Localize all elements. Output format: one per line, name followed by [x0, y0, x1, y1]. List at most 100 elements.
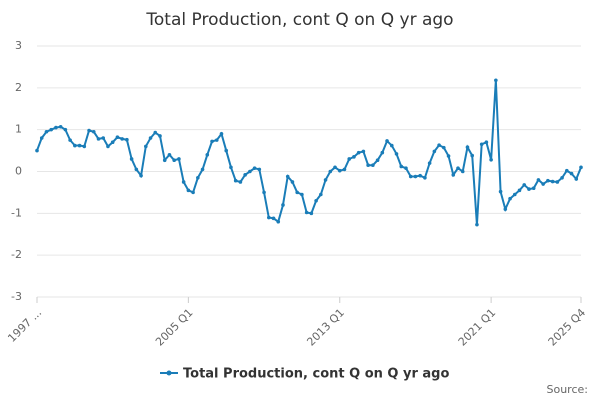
point	[323, 178, 328, 182]
point	[276, 219, 281, 224]
point	[484, 140, 489, 145]
point	[181, 180, 186, 184]
point	[238, 180, 243, 184]
point	[252, 166, 257, 170]
source: Source:	[547, 383, 589, 396]
point	[527, 187, 531, 191]
point	[337, 168, 342, 173]
point	[205, 152, 210, 157]
point	[522, 183, 527, 187]
point	[285, 174, 290, 179]
x-tick-label: 2005 Q1	[153, 306, 196, 349]
point	[54, 125, 58, 130]
point	[479, 142, 484, 147]
point	[503, 207, 508, 211]
point	[304, 210, 309, 215]
point	[460, 169, 465, 174]
point	[442, 145, 446, 150]
y-tick-label: 2	[15, 81, 22, 94]
point	[295, 190, 299, 195]
point	[399, 164, 404, 169]
y-tick-label: -3	[11, 290, 22, 303]
point	[413, 174, 418, 179]
point	[427, 161, 432, 165]
point	[115, 135, 120, 139]
point	[73, 143, 77, 148]
point	[319, 192, 323, 197]
point	[352, 155, 356, 159]
point	[87, 128, 91, 133]
point	[314, 198, 318, 203]
point	[158, 134, 162, 138]
chart-title: Total Production, cont Q on Q yr ago	[145, 10, 453, 30]
point	[531, 186, 536, 191]
point	[266, 215, 271, 220]
point	[35, 148, 39, 153]
point	[248, 169, 252, 174]
point	[120, 137, 124, 141]
point	[446, 154, 451, 158]
point	[404, 166, 408, 170]
point	[385, 139, 389, 143]
point	[110, 140, 115, 145]
point	[77, 143, 82, 148]
point	[68, 138, 72, 142]
point	[172, 158, 176, 163]
point	[106, 144, 110, 149]
point	[91, 129, 96, 134]
point	[148, 136, 153, 140]
point	[129, 157, 134, 161]
point	[63, 127, 68, 132]
point	[101, 136, 106, 140]
point	[196, 175, 200, 180]
point	[328, 169, 333, 174]
x-tick-label: 2013 Q1	[304, 306, 347, 349]
point	[494, 78, 498, 83]
point	[432, 149, 437, 154]
point	[579, 165, 583, 170]
point	[271, 216, 276, 221]
series-line	[36, 80, 582, 225]
point	[394, 152, 399, 156]
y-tick-label: 0	[15, 165, 22, 178]
x-tick-label: 2025 Q4	[546, 306, 589, 349]
point	[423, 175, 427, 180]
point	[219, 132, 224, 136]
point	[82, 144, 87, 149]
point	[153, 130, 158, 135]
point	[144, 144, 148, 149]
point	[257, 167, 262, 172]
point	[555, 180, 560, 184]
point	[508, 196, 512, 201]
point	[134, 167, 139, 172]
point	[347, 157, 352, 161]
point	[536, 178, 541, 182]
point	[371, 163, 375, 168]
point	[44, 129, 49, 134]
point	[517, 188, 522, 193]
y-tick-label: -1	[11, 206, 22, 219]
point	[300, 192, 304, 197]
point	[342, 167, 347, 172]
point	[262, 190, 266, 195]
point	[210, 139, 214, 144]
point	[177, 157, 181, 161]
point	[191, 190, 195, 195]
point	[366, 163, 370, 168]
point	[456, 166, 460, 170]
point	[281, 203, 285, 207]
point	[569, 171, 574, 176]
point	[546, 178, 550, 183]
y-tick-label: 1	[15, 123, 22, 136]
point	[418, 173, 422, 178]
point	[512, 192, 517, 197]
point	[451, 173, 456, 177]
x-tick-label: 2021 Q1	[456, 306, 499, 349]
point	[229, 165, 233, 170]
point	[162, 158, 167, 163]
point	[560, 175, 564, 180]
point	[375, 158, 380, 163]
point	[498, 189, 503, 194]
point	[96, 137, 101, 141]
